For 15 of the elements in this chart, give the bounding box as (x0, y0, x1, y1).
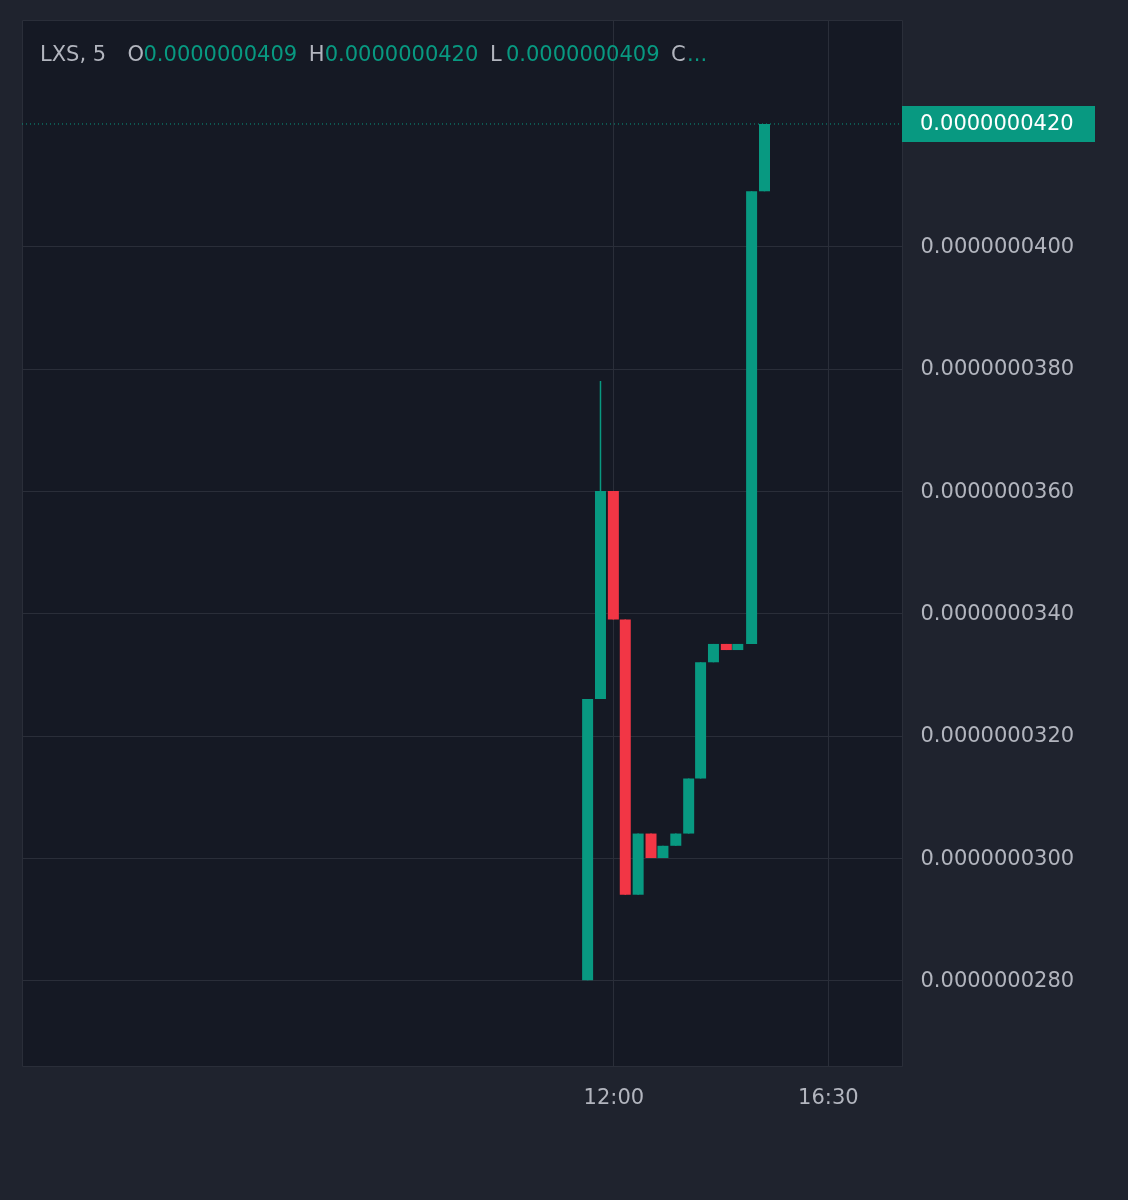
annotation: C... (671, 42, 708, 66)
text: LXS, 5 (40, 42, 107, 66)
annotation: H0.0000000420 (308, 42, 479, 66)
annotation: L0.0000000409 (489, 42, 660, 66)
y-tick-label: 0.0000000340 (920, 600, 1075, 625)
x-tick-label: 12:00 (583, 1084, 645, 1109)
y-tick-label: 0.0000000280 (920, 967, 1075, 992)
y-tick-label: 0.0000000400 (920, 233, 1075, 258)
y-tick-label: 0.0000000320 (920, 723, 1075, 748)
y-tick-label: 0.0000000380 (920, 356, 1075, 381)
x-tick-label: 16:30 (798, 1084, 859, 1109)
y-tick-label: 0.0000000360 (920, 478, 1075, 503)
ref-line-label: 0.0000000420 (920, 110, 1074, 135)
annotation: O0.0000000409 (127, 42, 298, 66)
y-tick-label: 0.0000000300 (920, 845, 1075, 870)
